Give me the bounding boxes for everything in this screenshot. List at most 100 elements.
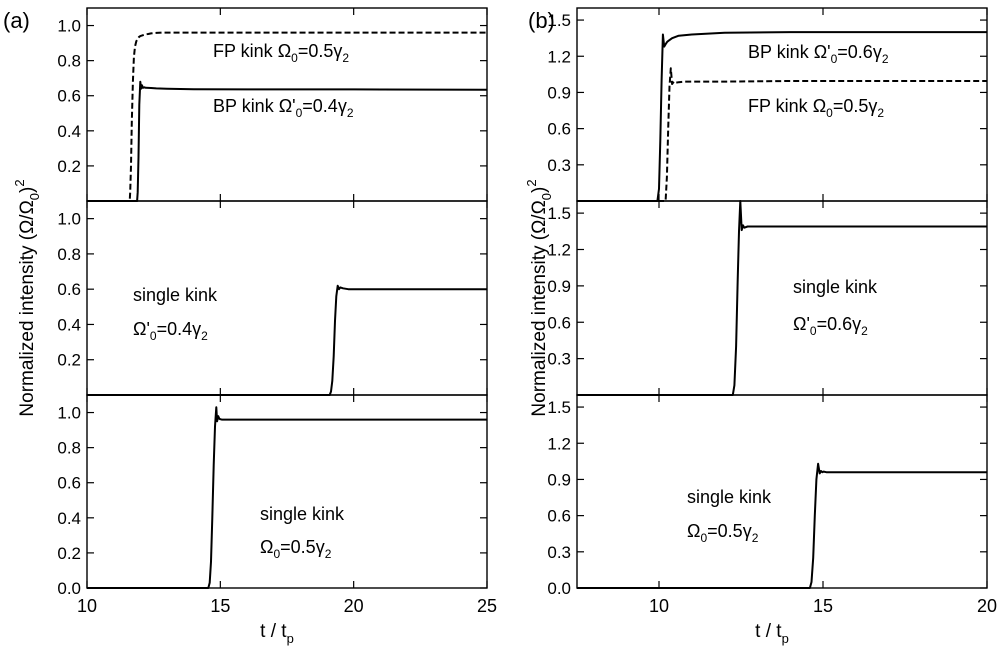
annotation-main: single kink bbox=[793, 277, 878, 297]
y-tick-label: 1.2 bbox=[547, 241, 571, 260]
y-tick-label: 1.0 bbox=[57, 404, 81, 423]
y-axis-label: Normalized intensity (Ω/Ω0)2 bbox=[12, 179, 42, 416]
annotation-main: Ω' bbox=[133, 319, 150, 339]
annotation-subscript: 0 bbox=[150, 329, 157, 343]
annotation-subscript: 2 bbox=[752, 531, 759, 545]
y-tick-label: 0.2 bbox=[57, 157, 81, 176]
annotation-subscript: 2 bbox=[325, 547, 332, 561]
annotation-text: single kink bbox=[793, 277, 878, 297]
y-tick-label: 0.3 bbox=[547, 350, 571, 369]
x-tick-label: 10 bbox=[77, 596, 97, 616]
x-axis-label-main: t / t bbox=[755, 621, 782, 642]
y-axis-label-paren: ) bbox=[529, 187, 550, 193]
annotation-text: Ω0=0.5γ2 bbox=[260, 537, 332, 561]
annotation-subscript: 0 bbox=[291, 51, 298, 65]
annotation-main: Ω bbox=[260, 537, 273, 557]
y-axis-label-main: Normalized intensity (Ω/Ω bbox=[529, 200, 550, 416]
series-line-dashed bbox=[87, 31, 487, 202]
x-axis-label: t / tp bbox=[755, 621, 789, 646]
y-tick-label: 0.4 bbox=[57, 315, 81, 334]
annotation-subscript: 2 bbox=[877, 106, 884, 120]
y-axis-label-main: Normalized intensity (Ω/Ω bbox=[17, 200, 38, 416]
y-tick-label: 0.2 bbox=[57, 544, 81, 563]
annotation-rest: =0.5γ bbox=[280, 537, 325, 557]
y-tick-label: 0.3 bbox=[547, 543, 571, 562]
y-tick-label: 0.6 bbox=[547, 313, 571, 332]
y-axis-label: Normalized intensity (Ω/Ω0)2 bbox=[524, 179, 554, 416]
y-axis-label-group: Normalized intensity (Ω/Ω0)2 bbox=[524, 179, 554, 416]
x-tick-label: 20 bbox=[977, 596, 997, 616]
annotation-main: single kink bbox=[260, 504, 345, 524]
x-tick-label: 15 bbox=[210, 596, 230, 616]
y-tick-label: 0.0 bbox=[547, 579, 571, 598]
y-tick-label: 0.6 bbox=[547, 507, 571, 526]
annotation-rest: =0.5γ bbox=[298, 41, 343, 61]
y-axis-label-subscript: 0 bbox=[27, 193, 42, 200]
y-tick-label: 0.3 bbox=[547, 156, 571, 175]
annotation-subscript: 0 bbox=[273, 547, 280, 561]
annotation-main: single kink bbox=[133, 285, 218, 305]
y-tick-label: 1.2 bbox=[547, 47, 571, 66]
y-tick-label: 0.9 bbox=[547, 277, 571, 296]
subplot-frame bbox=[576, 394, 988, 589]
y-axis-label-subscript: 0 bbox=[539, 193, 554, 200]
annotation-text: FP kink Ω0=0.5γ2 bbox=[213, 41, 349, 65]
y-axis-label-superscript: 2 bbox=[524, 179, 539, 186]
y-tick-label: 0.4 bbox=[57, 122, 81, 141]
annotation-text: FP kink Ω0=0.5γ2 bbox=[748, 96, 884, 120]
annotation-subscript: 0 bbox=[826, 106, 833, 120]
series-line-solid bbox=[87, 406, 487, 589]
y-axis-label-paren: ) bbox=[17, 187, 38, 193]
annotation-text: single kink bbox=[260, 504, 345, 524]
annotation-main: FP kink Ω bbox=[748, 96, 826, 116]
annotation-text: single kink bbox=[133, 285, 218, 305]
annotation-text: Ω0=0.5γ2 bbox=[687, 521, 759, 545]
annotation-subscript: 0 bbox=[810, 324, 817, 338]
annotation-main: single kink bbox=[687, 487, 772, 507]
subplot-frame bbox=[86, 394, 488, 589]
y-tick-label: 0.8 bbox=[57, 52, 81, 71]
series-line-solid bbox=[87, 80, 488, 202]
annotation-subscript: 2 bbox=[342, 51, 349, 65]
y-axis-label-group: Normalized intensity (Ω/Ω0)2 bbox=[12, 179, 42, 416]
annotation-main: Ω bbox=[687, 521, 700, 541]
y-tick-label: 0.6 bbox=[57, 280, 81, 299]
annotation-main: BP kink Ω' bbox=[213, 96, 296, 116]
y-tick-label: 1.0 bbox=[57, 17, 81, 36]
y-tick-label: 0.2 bbox=[57, 351, 81, 370]
y-tick-label: 1.0 bbox=[57, 210, 81, 229]
x-tick-label: 25 bbox=[477, 596, 497, 616]
annotation-text: BP kink Ω'0=0.4γ2 bbox=[213, 96, 354, 120]
annotation-subscript: 0 bbox=[831, 52, 838, 66]
annotation-rest: =0.4γ bbox=[157, 319, 202, 339]
series-line-dashed bbox=[577, 67, 987, 202]
panel-label: (b) bbox=[528, 8, 555, 33]
annotation-text: BP kink Ω'0=0.6γ2 bbox=[748, 42, 889, 66]
annotation-rest: =0.5γ bbox=[833, 96, 878, 116]
x-tick-label: 15 bbox=[813, 596, 833, 616]
y-tick-label: 1.5 bbox=[547, 11, 571, 30]
series-line-solid bbox=[577, 31, 987, 202]
y-tick-label: 0.8 bbox=[57, 439, 81, 458]
annotation-text: single kink bbox=[687, 487, 772, 507]
y-axis-label-superscript: 2 bbox=[12, 179, 27, 186]
y-tick-label: 0.6 bbox=[57, 474, 81, 493]
y-tick-label: 1.5 bbox=[547, 204, 571, 223]
y-tick-label: 0.9 bbox=[547, 470, 571, 489]
annotation-rest: =0.6γ bbox=[817, 314, 862, 334]
subplot-frame bbox=[576, 200, 988, 396]
y-tick-label: 0.9 bbox=[547, 83, 571, 102]
x-axis-label-main: t / t bbox=[260, 621, 287, 642]
annotation-subscript: 2 bbox=[201, 329, 208, 343]
annotation-main: FP kink Ω bbox=[213, 41, 291, 61]
series-line-solid bbox=[577, 200, 987, 396]
y-tick-label: 1.5 bbox=[547, 398, 571, 417]
annotation-rest: =0.6γ bbox=[837, 42, 882, 62]
x-tick-label: 20 bbox=[344, 596, 364, 616]
y-tick-label: 0.8 bbox=[57, 245, 81, 264]
x-axis-label-subscript: p bbox=[287, 631, 294, 646]
annotation-text: Ω'0=0.4γ2 bbox=[133, 319, 208, 343]
annotation-rest: =0.4γ bbox=[302, 96, 347, 116]
panel-label: (a) bbox=[3, 8, 30, 33]
